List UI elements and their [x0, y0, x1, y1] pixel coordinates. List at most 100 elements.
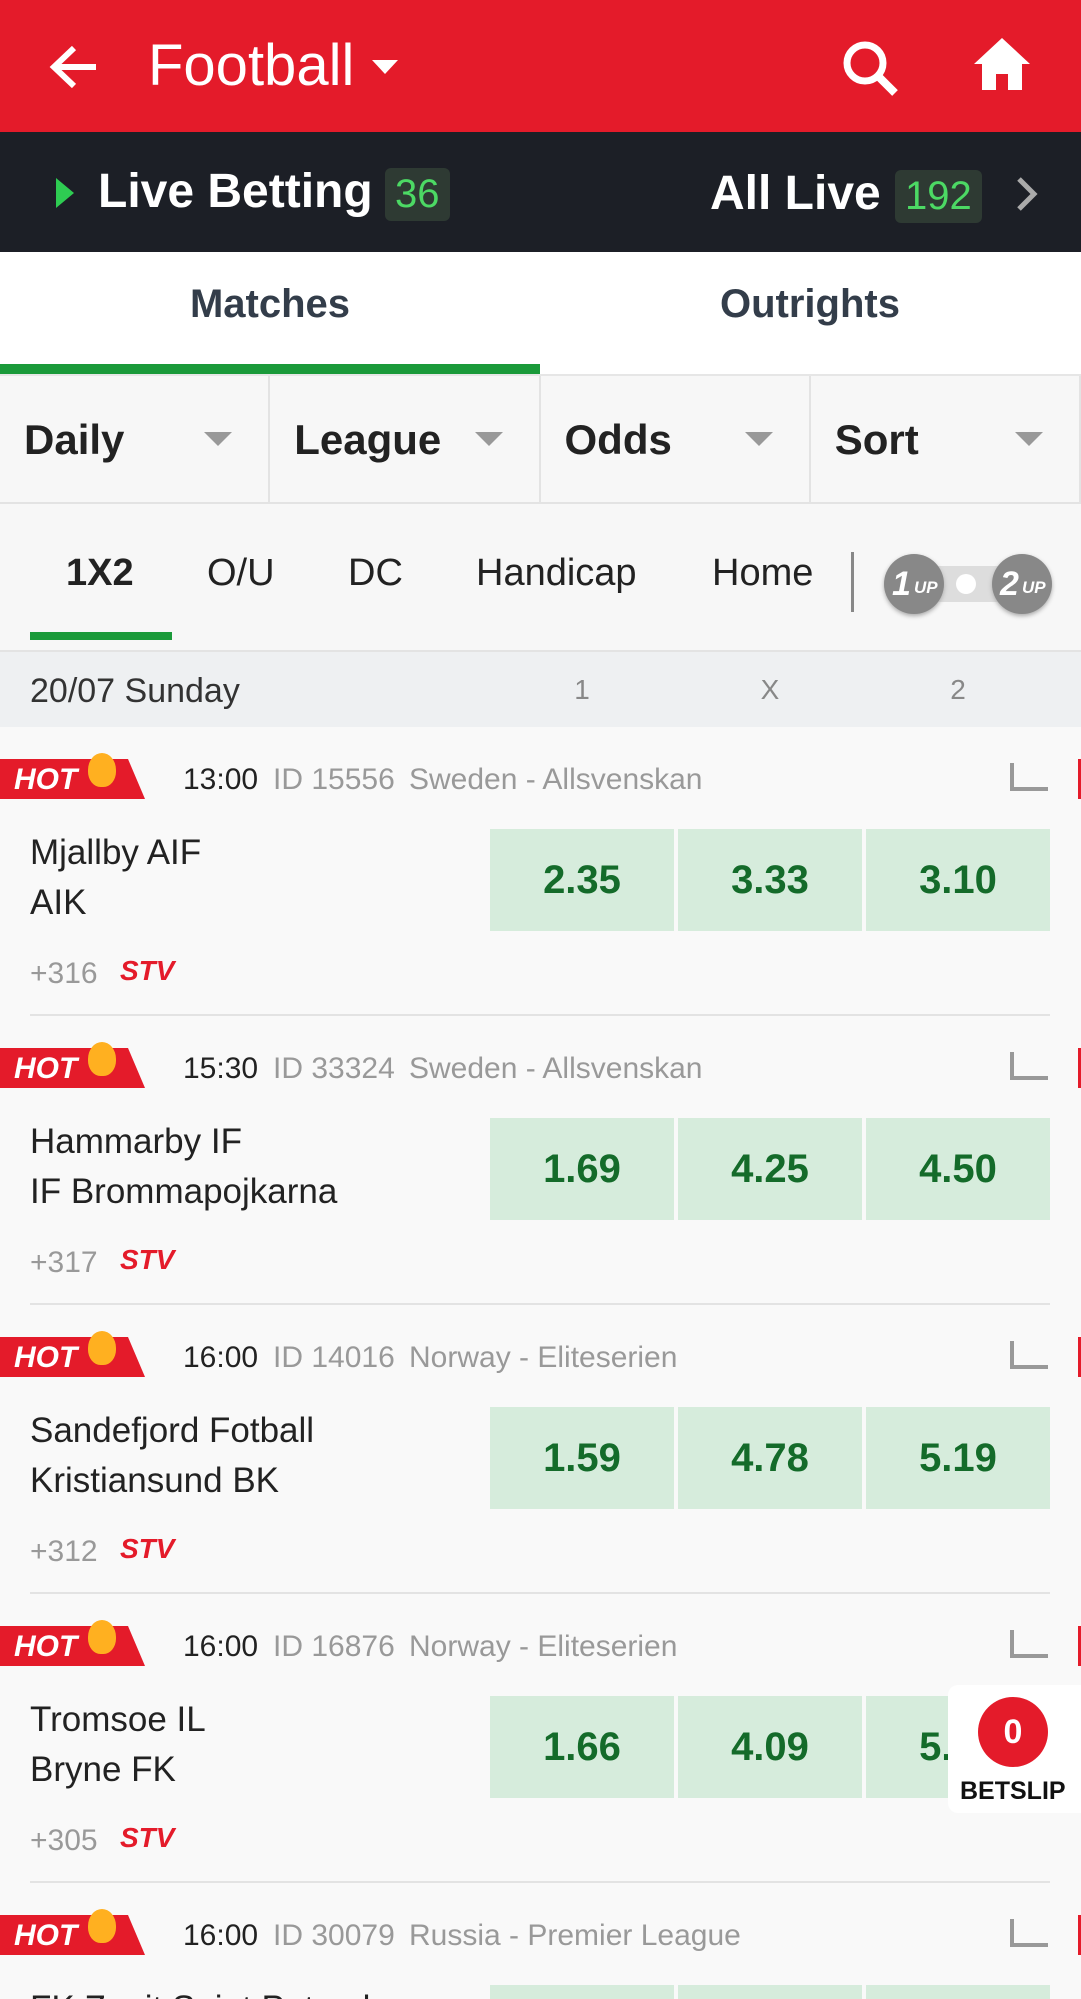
- away-team: Bryne FK: [30, 1750, 176, 1789]
- more-markets[interactable]: +305: [30, 1824, 98, 1857]
- live-betting[interactable]: Live Betting: [98, 165, 373, 218]
- time: 13:00: [183, 763, 259, 796]
- odds-button[interactable]: [490, 1985, 674, 1999]
- match-id: ID 33324: [273, 1052, 395, 1085]
- tab[interactable]: Outrights: [720, 282, 900, 326]
- flame: [88, 1042, 116, 1076]
- league: Norway - Eliteserien: [409, 1341, 678, 1374]
- match-id: ID 15556: [273, 763, 395, 796]
- time: 16:00: [183, 1919, 259, 1952]
- odds-value: 5.19: [919, 1435, 997, 1480]
- odds-value: 4.09: [731, 1724, 809, 1769]
- odds-button[interactable]: 1.69: [490, 1118, 674, 1220]
- match: HOT 16:00 ID 16876 Norway - Eliteserien Trom…: [0, 1594, 1081, 1883]
- odds-button[interactable]: 3.10: [866, 829, 1050, 931]
- date: 20/07 Sunday: [30, 672, 240, 710]
- match-id: ID 30079: [273, 1919, 395, 1952]
- odds-button[interactable]: 4.50: [866, 1118, 1050, 1220]
- home-team: Tromsoe IL: [30, 1700, 206, 1739]
- title[interactable]: Football: [148, 33, 355, 98]
- toggle-num: 1: [892, 565, 911, 603]
- caret: [1015, 432, 1043, 446]
- live-count: 36: [385, 168, 450, 221]
- stats-icon: [1010, 763, 1048, 791]
- league: Norway - Eliteserien: [409, 1630, 678, 1663]
- stats-icon: [1010, 1341, 1048, 1369]
- odds-value: 1.69: [543, 1146, 621, 1191]
- flame: [88, 1909, 116, 1943]
- home-team: Hammarby IF: [30, 1122, 242, 1161]
- edge-mark: [1078, 1337, 1081, 1377]
- odds-button[interactable]: 4.78: [678, 1407, 862, 1509]
- stats-icon: [1010, 1919, 1048, 1947]
- odds-button[interactable]: 2.35: [490, 829, 674, 931]
- odds-button[interactable]: 1.66: [490, 1696, 674, 1798]
- tab[interactable]: Matches: [189, 282, 351, 326]
- match-id: ID 14016: [273, 1341, 395, 1374]
- filter-label: Daily: [24, 416, 125, 463]
- odds-button[interactable]: [866, 1985, 1050, 1999]
- home-team: Mjallby AIF: [30, 833, 202, 872]
- away-team: AIK: [30, 883, 87, 922]
- column-label: X: [760, 674, 780, 705]
- more-markets[interactable]: +316: [30, 957, 98, 990]
- betslip[interactable]: 0 BETSLIP: [948, 1685, 1081, 1813]
- chevron[interactable]: [1016, 176, 1038, 212]
- toggle-sup: UP: [1022, 578, 1046, 597]
- more-markets[interactable]: +312: [30, 1535, 98, 1568]
- odds-button[interactable]: 4.09: [678, 1696, 862, 1798]
- hot-badge: HOT: [0, 1048, 145, 1088]
- back-button[interactable]: [48, 44, 100, 90]
- edge-mark: [1078, 759, 1081, 799]
- odds-value: 1.66: [543, 1724, 621, 1769]
- match: HOT 16:00 ID 14016 Norway - Eliteserien Sand…: [0, 1305, 1081, 1594]
- hot-badge: HOT: [0, 1626, 145, 1666]
- market-tab[interactable]: Handicap: [476, 552, 637, 594]
- filter[interactable]: Odds: [541, 376, 811, 502]
- all-live[interactable]: All Live: [710, 167, 881, 220]
- league: Sweden - Allsvenskan: [409, 763, 703, 796]
- market-tab[interactable]: DC: [348, 552, 403, 594]
- away-team: IF Brommapojkarna: [30, 1172, 338, 1211]
- filter[interactable]: Daily: [0, 376, 271, 502]
- caret: [474, 432, 503, 446]
- betslip-label: BETSLIP: [960, 1777, 1066, 1805]
- home-team: Sandefjord Fotball: [30, 1411, 315, 1450]
- tv-logo: STV: [120, 1822, 175, 1853]
- stats-icon: [1010, 1052, 1048, 1080]
- filter[interactable]: League: [270, 376, 541, 502]
- search-icon[interactable]: [840, 38, 900, 98]
- odds-button[interactable]: 4.25: [678, 1118, 862, 1220]
- betslip-count: 0: [978, 1697, 1048, 1767]
- match-list: HOT 13:00 ID 15556 Sweden - Allsvenskan Mjal…: [0, 727, 1081, 1999]
- hot-badge: HOT: [0, 759, 145, 799]
- market-tab[interactable]: 1X2: [66, 552, 134, 594]
- edge-mark: [1078, 1915, 1081, 1955]
- time: 16:00: [183, 1630, 259, 1663]
- toggle-sup: UP: [914, 578, 938, 597]
- market-tab[interactable]: Home: [712, 552, 814, 594]
- more-markets[interactable]: +317: [30, 1246, 98, 1279]
- odds-value: 3.10: [919, 857, 997, 902]
- time: 16:00: [183, 1341, 259, 1374]
- flame: [88, 753, 116, 787]
- odds-value: 1.59: [543, 1435, 621, 1480]
- column-label: 2: [950, 674, 966, 705]
- market-tab[interactable]: O/U: [207, 552, 275, 594]
- odds-button[interactable]: 1.59: [490, 1407, 674, 1509]
- odds-button[interactable]: [678, 1985, 862, 1999]
- filter-label: Odds: [564, 416, 672, 463]
- toggle-knob: 1 UP: [884, 554, 944, 614]
- tv-logo: STV: [120, 1533, 175, 1564]
- hot-badge: HOT: [0, 1337, 145, 1377]
- filter[interactable]: Sort: [811, 376, 1081, 502]
- date-row: 20/07 Sunday 1 X 2: [0, 652, 1081, 727]
- home-icon[interactable]: [972, 34, 1032, 94]
- live-bar: Live Betting 36 All Live 192: [0, 132, 1081, 252]
- tab-underline: [0, 364, 540, 374]
- filters: Daily League Odds Sort: [0, 376, 1081, 504]
- odds-value: 4.25: [731, 1146, 809, 1191]
- odds-button[interactable]: 5.19: [866, 1407, 1050, 1509]
- odds-button[interactable]: 3.33: [678, 829, 862, 931]
